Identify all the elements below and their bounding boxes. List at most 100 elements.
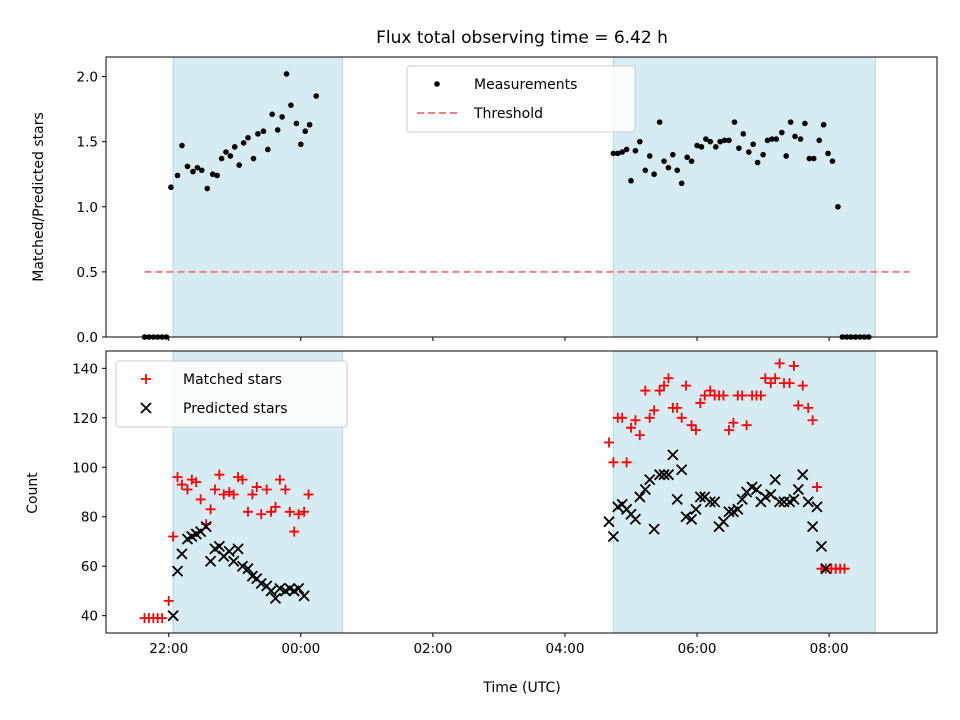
predicted-star-point — [603, 516, 615, 528]
predicted-star-point — [788, 493, 800, 506]
matched-star-point — [280, 484, 291, 495]
matched-star-point — [176, 479, 187, 490]
measurement-point — [820, 121, 827, 128]
matched-star-point — [695, 397, 706, 408]
measurement-point — [703, 136, 709, 142]
matched-star-point — [663, 373, 674, 384]
matched-star-point — [659, 380, 670, 391]
matched-star-point — [737, 390, 748, 401]
measurement-point — [651, 171, 657, 178]
predicted-star-point — [773, 496, 786, 508]
matched-star-point — [228, 489, 239, 500]
measurement-point — [665, 164, 672, 171]
legend-label: Predicted stars — [183, 401, 288, 417]
matched-star-point — [214, 469, 225, 480]
matched-star-point — [182, 484, 193, 495]
predicted-star-point — [648, 523, 660, 535]
measurement-point — [792, 133, 798, 140]
measurement-point — [726, 137, 732, 144]
y-tick-label: 2.0 — [77, 70, 98, 86]
measurement-point — [694, 142, 700, 149]
x-tick-label: 06:00 — [678, 641, 717, 657]
measurement-point — [829, 158, 836, 164]
predicted-star-point — [274, 582, 286, 595]
matched-star-point — [191, 477, 202, 488]
measurement-point — [760, 151, 766, 158]
measurement-point — [632, 147, 639, 154]
measurement-point — [816, 137, 823, 144]
legend: Matched stars Predicted stars — [115, 360, 348, 428]
measurement-point — [231, 144, 238, 150]
matched-star-point — [157, 613, 168, 624]
measurement-point — [678, 180, 685, 187]
measurement-point — [717, 138, 723, 145]
matched-star-point — [672, 402, 683, 413]
y-tick-label: 0.0 — [77, 330, 98, 346]
measurement-point — [688, 158, 695, 164]
matched-star-point — [293, 509, 304, 520]
measurement-point — [288, 102, 294, 108]
predicted-star-point — [644, 473, 656, 486]
predicted-star-point — [607, 530, 620, 543]
bottom-y-axis-label: Count — [25, 472, 41, 514]
matched-star-point — [303, 489, 314, 500]
measurement-point — [646, 153, 653, 159]
measurement-point — [209, 171, 216, 178]
matched-star-point — [770, 373, 781, 384]
predicted-star-point — [200, 520, 212, 533]
predicted-star-point — [228, 555, 240, 567]
predicted-star-point — [213, 540, 226, 553]
predicted-star-point — [634, 491, 646, 503]
measurement-point — [674, 167, 681, 174]
measurement-point — [769, 136, 775, 142]
matched-star-point — [793, 400, 804, 411]
matched-star-point — [741, 420, 752, 431]
matched-star-point — [676, 412, 687, 423]
measurement-point — [802, 120, 808, 127]
predicted-star-point — [797, 469, 809, 481]
measurement-point — [245, 134, 251, 141]
measurement-point — [240, 140, 247, 146]
predicted-star-point — [658, 469, 670, 481]
matched-star-point — [617, 412, 628, 423]
matched-star-point — [760, 373, 771, 384]
matched-star-point — [626, 422, 637, 433]
measurement-point — [684, 154, 690, 161]
measurement-point — [825, 150, 831, 157]
predicted-star-point — [765, 488, 777, 501]
matched-star-point — [630, 415, 641, 426]
matched-star-point — [604, 437, 615, 448]
predicted-star-point — [292, 582, 305, 595]
predicted-star-point — [704, 496, 716, 508]
y-tick-label: 0.5 — [77, 265, 98, 281]
legend-plus-marker — [141, 374, 151, 384]
predicted-star-point — [717, 516, 730, 528]
matched-star-point — [284, 506, 295, 517]
measurement-point — [174, 172, 181, 179]
measurement-point — [214, 172, 220, 179]
legend-label: Threshold — [473, 106, 543, 122]
predicted-star-point — [242, 563, 254, 575]
measurement-point — [642, 167, 649, 174]
matched-star-point — [634, 430, 645, 441]
legend-label: Matched stars — [183, 372, 282, 388]
matched-star-point — [270, 501, 281, 512]
matched-star-point — [608, 457, 619, 468]
matched-star-point — [690, 425, 701, 436]
matched-star-point — [774, 358, 785, 369]
measurement-point — [661, 158, 667, 164]
matched-star-point — [797, 380, 808, 391]
measurement-point — [773, 136, 780, 142]
measurement-point — [731, 119, 738, 125]
measurement-point — [779, 129, 785, 136]
measurement-point — [279, 114, 285, 120]
predicted-star-point — [671, 493, 683, 506]
matched-star-point — [699, 390, 710, 401]
predicted-star-point — [223, 545, 235, 558]
predicted-star-point — [298, 590, 310, 602]
measurement-point — [721, 137, 728, 144]
predicted-star-point — [769, 473, 781, 486]
matched-star-point — [718, 390, 729, 401]
predicted-star-point — [732, 503, 744, 515]
